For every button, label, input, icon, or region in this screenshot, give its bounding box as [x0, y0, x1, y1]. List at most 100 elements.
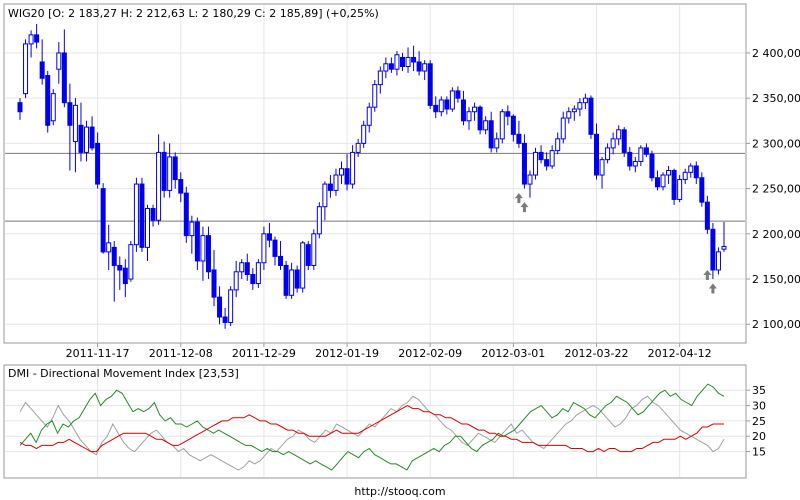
candle-body-up: [549, 150, 555, 167]
candle: [45, 71, 51, 133]
dmi-y-axis: 15 20 25 30 35: [746, 384, 766, 459]
candle-body-down: [250, 274, 256, 285]
candle-body-down: [278, 255, 284, 266]
candle-body-down: [649, 153, 655, 179]
candle: [244, 253, 250, 281]
candle-body-down: [89, 126, 95, 149]
candle: [444, 96, 450, 115]
candle-body-down: [283, 264, 289, 296]
candle: [117, 256, 123, 290]
dmi-y-tick-label: 25: [752, 415, 766, 428]
candle-body-up: [632, 160, 638, 167]
candle: [516, 120, 522, 148]
candle-body-down: [411, 56, 417, 63]
candle-body-down: [39, 61, 45, 79]
candle: [438, 96, 444, 117]
candle-body-up: [28, 34, 34, 45]
candle-body-up: [577, 102, 583, 110]
candle: [449, 87, 455, 112]
candle: [538, 145, 544, 164]
dmi-line-di-minus: [19, 405, 724, 453]
candle-body-down: [178, 179, 184, 194]
candle-body-up: [466, 111, 472, 122]
candle: [422, 60, 428, 81]
candle-body-up: [128, 244, 134, 280]
candle-body-up: [605, 147, 611, 161]
candle: [654, 170, 660, 191]
candle-body-up: [56, 52, 62, 70]
candle: [521, 134, 527, 189]
up-arrow-shape: [703, 269, 712, 280]
price-y-tick-label: 2 350,00: [752, 92, 800, 105]
candle-body-down: [460, 99, 466, 122]
price-y-tick-label: 2 150,00: [752, 273, 800, 286]
candle-body-down: [388, 63, 394, 70]
candle-body-up: [167, 156, 173, 191]
candle-body-up: [84, 126, 90, 153]
candle: [228, 286, 234, 327]
candle-body-down: [327, 183, 333, 191]
candle: [505, 105, 511, 126]
candle-body-down: [244, 262, 250, 276]
dmi-title: DMI - Directional Movement Index [23,53]: [8, 367, 239, 380]
candle: [350, 145, 356, 189]
candle-body-up: [555, 138, 561, 152]
candle-body-down: [427, 63, 433, 106]
candle: [483, 116, 489, 135]
price-x-tick-label: 2012-01-19: [315, 347, 379, 360]
candle-body-down: [266, 233, 272, 241]
up-arrow-icon: [514, 193, 523, 204]
price-y-tick-label: 2 250,00: [752, 183, 800, 196]
candle: [178, 172, 184, 203]
candle: [311, 229, 317, 270]
candle-body-up: [533, 151, 539, 176]
candle-body-down: [544, 159, 550, 167]
candle: [621, 127, 627, 157]
candle-body-up: [682, 171, 688, 181]
price-x-tick-label: 2012-04-12: [648, 347, 712, 360]
candle-body-down: [272, 239, 278, 257]
dmi-y-tick-label: 20: [752, 430, 766, 443]
candle-body-down: [455, 90, 461, 99]
candle: [632, 156, 638, 173]
candle: [372, 80, 378, 112]
candle-body-down: [34, 34, 40, 43]
candle: [339, 161, 345, 185]
up-arrow-icon: [520, 202, 529, 213]
candle-body-up: [355, 142, 361, 153]
candle: [455, 86, 461, 103]
candle-body-up: [383, 63, 389, 72]
candle: [361, 120, 367, 148]
up-arrow-shape: [520, 202, 529, 213]
candle-body-down: [654, 177, 660, 188]
candle-body-down: [704, 201, 710, 230]
candle-body-up: [394, 54, 400, 70]
candle: [183, 186, 189, 243]
candle-body-up: [527, 174, 533, 185]
candle: [699, 172, 705, 207]
source-url: http://stooq.com: [354, 485, 445, 498]
candle: [494, 132, 500, 153]
candle-body-up: [405, 56, 411, 68]
price-y-tick-label: 2 300,00: [752, 137, 800, 150]
price-x-tick-label: 2012-03-22: [565, 347, 629, 360]
candle-body-up: [228, 289, 234, 323]
candle-body-up: [133, 183, 139, 246]
candle: [566, 107, 572, 124]
candle: [300, 241, 306, 293]
candle-body-up: [189, 221, 195, 237]
candle: [305, 241, 311, 270]
candle-body-down: [505, 111, 511, 117]
candle: [278, 241, 284, 270]
candle: [161, 141, 167, 198]
candle: [233, 260, 239, 298]
candle-body-up: [322, 183, 328, 208]
candle: [205, 226, 211, 280]
candle-body-up: [316, 206, 322, 235]
candle: [660, 172, 666, 191]
candle: [23, 39, 29, 99]
candle-body-up: [239, 262, 245, 273]
candle: [582, 93, 588, 110]
candle-body-down: [516, 133, 522, 144]
